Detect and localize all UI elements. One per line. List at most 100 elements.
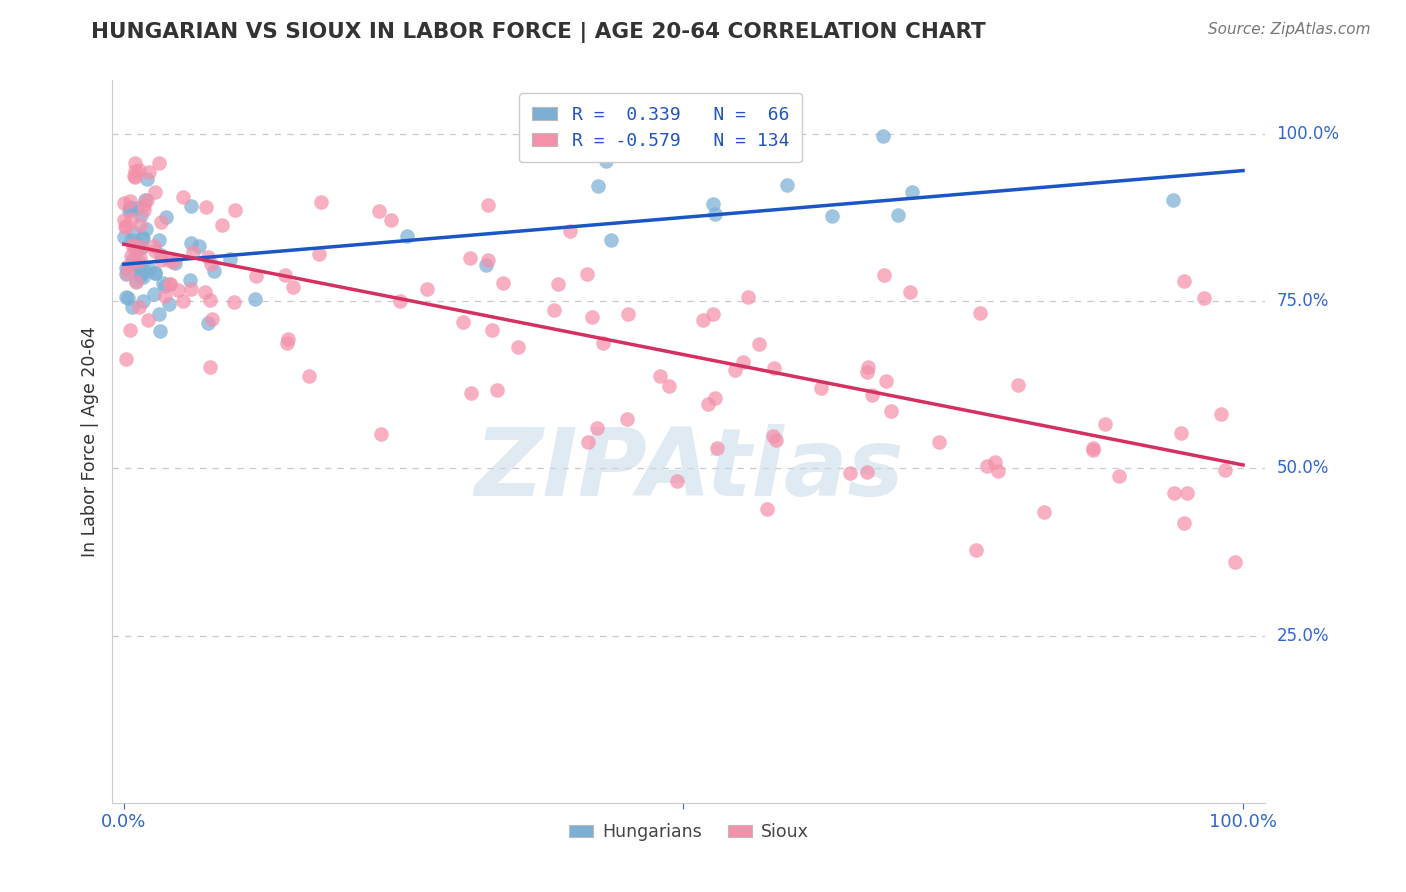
Point <box>117 266 139 280</box>
Point <box>124 169 146 183</box>
Point <box>1215 462 1237 476</box>
Point <box>121 240 143 254</box>
Point <box>143 244 166 258</box>
Text: 50.0%: 50.0% <box>1277 459 1329 477</box>
Text: ZIPAtlas: ZIPAtlas <box>474 425 904 516</box>
Point <box>155 289 177 303</box>
Point <box>211 218 233 232</box>
Point <box>167 283 190 297</box>
Point <box>197 250 219 264</box>
Point <box>706 441 728 455</box>
Point <box>114 268 136 282</box>
Point <box>617 307 640 321</box>
Point <box>114 219 136 233</box>
Point <box>458 251 481 265</box>
Point <box>197 316 219 330</box>
Point <box>1007 377 1029 392</box>
Point <box>298 369 321 384</box>
Point <box>201 312 224 326</box>
Point <box>666 474 689 488</box>
Point <box>731 355 754 369</box>
Point <box>277 332 299 346</box>
Point <box>120 202 142 216</box>
Point <box>560 224 582 238</box>
Point <box>138 262 160 277</box>
Point <box>309 194 332 209</box>
Point <box>128 252 150 266</box>
Point <box>543 303 565 318</box>
Point <box>122 237 145 252</box>
Point <box>1163 485 1185 500</box>
Point <box>1194 292 1216 306</box>
Point <box>872 129 894 144</box>
Point <box>172 190 194 204</box>
Point <box>120 249 142 263</box>
Point <box>224 202 246 217</box>
Point <box>112 230 135 244</box>
Point <box>145 266 167 280</box>
Point <box>839 466 862 480</box>
Point <box>128 238 150 252</box>
Point <box>692 313 714 327</box>
Point <box>198 360 221 375</box>
Point <box>172 293 194 308</box>
Point <box>370 426 392 441</box>
Point <box>1161 194 1184 208</box>
Point <box>755 502 778 516</box>
Point <box>155 210 177 224</box>
Point <box>143 239 166 253</box>
Point <box>132 269 155 284</box>
Point <box>129 241 152 255</box>
Point <box>273 268 295 283</box>
Point <box>481 323 503 337</box>
Point <box>1081 441 1104 455</box>
Point <box>129 263 152 277</box>
Point <box>762 360 785 375</box>
Point <box>283 279 305 293</box>
Point <box>396 228 419 243</box>
Point <box>821 209 844 223</box>
Point <box>114 290 136 304</box>
Point <box>117 259 139 273</box>
Point <box>969 306 991 320</box>
Point <box>477 252 499 267</box>
Legend: Hungarians, Sioux: Hungarians, Sioux <box>562 816 815 848</box>
Point <box>150 252 173 267</box>
Point <box>855 465 877 479</box>
Point <box>1032 505 1054 519</box>
Point <box>308 247 330 261</box>
Point <box>157 252 180 267</box>
Point <box>595 153 617 168</box>
Point <box>134 193 156 207</box>
Point <box>181 245 204 260</box>
Point <box>125 274 148 288</box>
Point <box>416 281 439 295</box>
Point <box>477 198 499 212</box>
Point <box>810 381 832 395</box>
Point <box>219 252 242 266</box>
Point <box>187 239 209 253</box>
Point <box>127 254 149 268</box>
Point <box>115 352 138 367</box>
Point <box>138 164 160 178</box>
Point <box>159 277 181 291</box>
Point <box>765 434 787 448</box>
Point <box>134 198 156 212</box>
Point <box>245 292 267 306</box>
Point <box>150 214 173 228</box>
Point <box>658 379 681 393</box>
Point <box>128 163 150 178</box>
Point <box>148 156 170 170</box>
Point <box>856 360 879 375</box>
Point <box>114 220 136 235</box>
Point <box>928 435 950 450</box>
Point <box>128 269 150 284</box>
Point <box>118 204 141 219</box>
Point <box>132 203 155 218</box>
Point <box>118 323 141 337</box>
Point <box>704 391 727 405</box>
Text: 75.0%: 75.0% <box>1277 292 1329 310</box>
Point <box>616 411 638 425</box>
Point <box>148 234 170 248</box>
Point <box>179 273 201 287</box>
